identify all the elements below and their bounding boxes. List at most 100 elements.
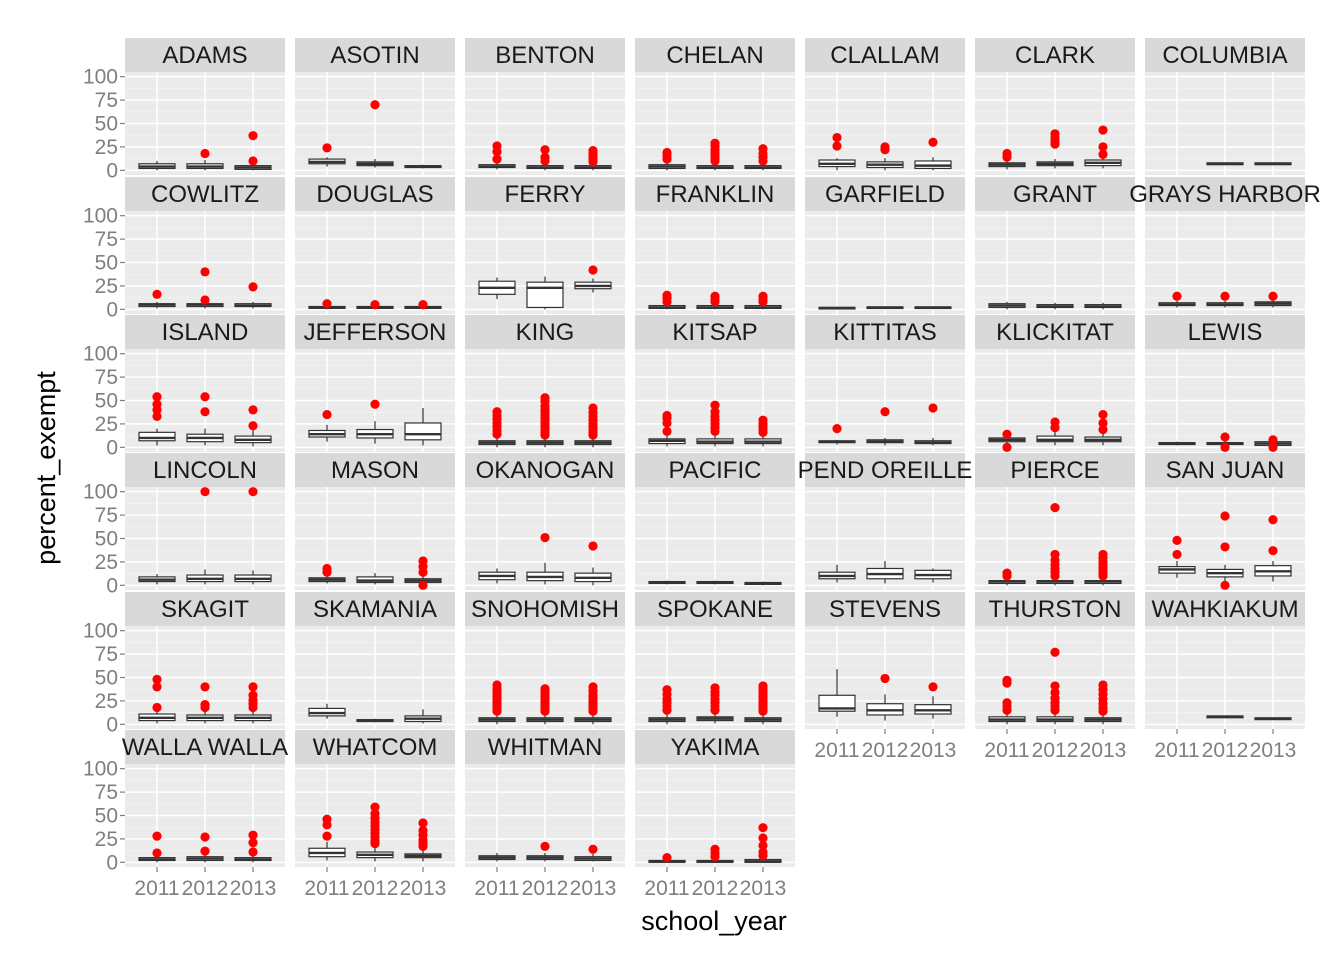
outlier-point [1268,442,1278,452]
outlier-point [588,403,598,413]
box-2011 [818,564,856,583]
box-2012 [696,683,734,724]
facet-strip [1145,315,1305,349]
outlier-point [928,403,938,413]
outlier-point [662,290,672,300]
outlier-point [588,265,598,275]
facet-strip-label: SAN JUAN [1166,457,1285,484]
outlier-point [928,682,938,692]
outlier-point [200,682,210,692]
facet-yakima: YAKIMA [635,730,795,867]
facet-strip-label: COLUMBIA [1162,42,1287,69]
facet-grays-harbor: GRAYS HARBOR [1129,177,1321,314]
facet-pend-oreille: PEND OREILLE [798,453,972,590]
x-tick-label: 2011 [474,877,519,900]
x-tick-label: 2011 [644,877,689,900]
box-2012 [1206,715,1244,719]
facet-strip-label: GRANT [1013,181,1097,208]
outlier-point [200,700,210,710]
outlier-point [322,143,332,153]
outlier-point [1220,442,1230,452]
outlier-point [492,407,502,417]
box-2011 [478,407,516,448]
box-2011 [138,289,176,309]
outlier-point [588,682,598,692]
box-2011 [818,423,856,445]
facet-strip-label: KITTITAS [833,319,937,346]
outlier-point [1268,435,1278,445]
facet-strip [635,730,795,764]
outlier-point [1172,291,1182,301]
box-2013 [234,682,272,724]
facet-strip [1145,592,1305,626]
outlier-point [1002,568,1012,578]
outlier-point [1268,291,1278,301]
box-2013 [1084,125,1122,169]
outlier-point [248,405,258,415]
box-2011 [1158,441,1196,446]
outlier-point [200,407,210,417]
facet-strip [805,38,965,72]
facet-klickitat: KLICKITAT [975,315,1135,452]
box-2011 [478,852,516,862]
outlier-point [710,138,720,148]
box-2013 [1254,291,1292,308]
outlier-point [758,847,768,857]
box-2012 [356,718,394,723]
outlier-point [370,802,380,812]
outlier-point [710,291,720,301]
facet-island: ISLAND [125,315,285,452]
outlier-point [758,681,768,691]
facet-whitman: WHITMAN [465,730,625,867]
x-tick-label: 2013 [910,739,957,762]
facet-clark: CLARK [975,38,1135,175]
outlier-point [1172,549,1182,560]
box-iqr [526,281,564,309]
outlier-point [1098,418,1108,428]
outlier-point [152,682,162,692]
box-2013 [404,407,442,446]
outlier-point [1220,542,1230,552]
outlier-point [662,426,672,436]
y-tick-label: 75 [95,504,118,527]
box-2012 [1206,432,1244,452]
y-tick-label: 25 [95,136,118,159]
facet-strip-label: WHATCOM [313,734,438,761]
facet-strip [805,315,965,349]
box-2012 [696,844,734,863]
box-2012 [526,276,564,310]
box-2011 [648,580,686,585]
y-tick-label: 50 [95,113,118,136]
outlier-point [758,833,768,843]
outlier-point [1050,417,1060,427]
facet-strip [975,177,1135,211]
facet-strip-label: WHITMAN [488,734,603,761]
facet-strip [805,453,965,487]
box-2012 [526,532,564,585]
box-2013 [234,405,272,447]
facet-strip-label: COWLITZ [151,181,259,208]
facet-strip [465,38,625,72]
box-2011 [988,568,1026,586]
facet-strip-label: KLICKITAT [996,319,1114,346]
box-2011 [308,814,346,861]
facet-whatcom: WHATCOM [295,730,455,867]
outlier-point [662,685,672,695]
facet-strip [125,38,285,72]
outlier-point [152,702,162,713]
box-2011 [648,147,686,171]
facet-strip [975,38,1135,72]
box-2013 [574,146,612,171]
facet-skagit: SKAGIT [125,592,285,729]
box-2011 [308,563,346,584]
facet-strip [635,592,795,626]
outlier-point [540,684,550,694]
facet-strip [465,177,625,211]
x-tick-label: 2012 [522,877,569,900]
outlier-point [540,152,550,162]
box-2011 [648,410,686,447]
x-axes: 2011 2012 2013 2011 2012 2013 2011 2012 2013 2011… [134,729,1296,900]
facet-cowlitz: COWLITZ [125,177,285,314]
y-tick-label: 100 [83,620,118,643]
